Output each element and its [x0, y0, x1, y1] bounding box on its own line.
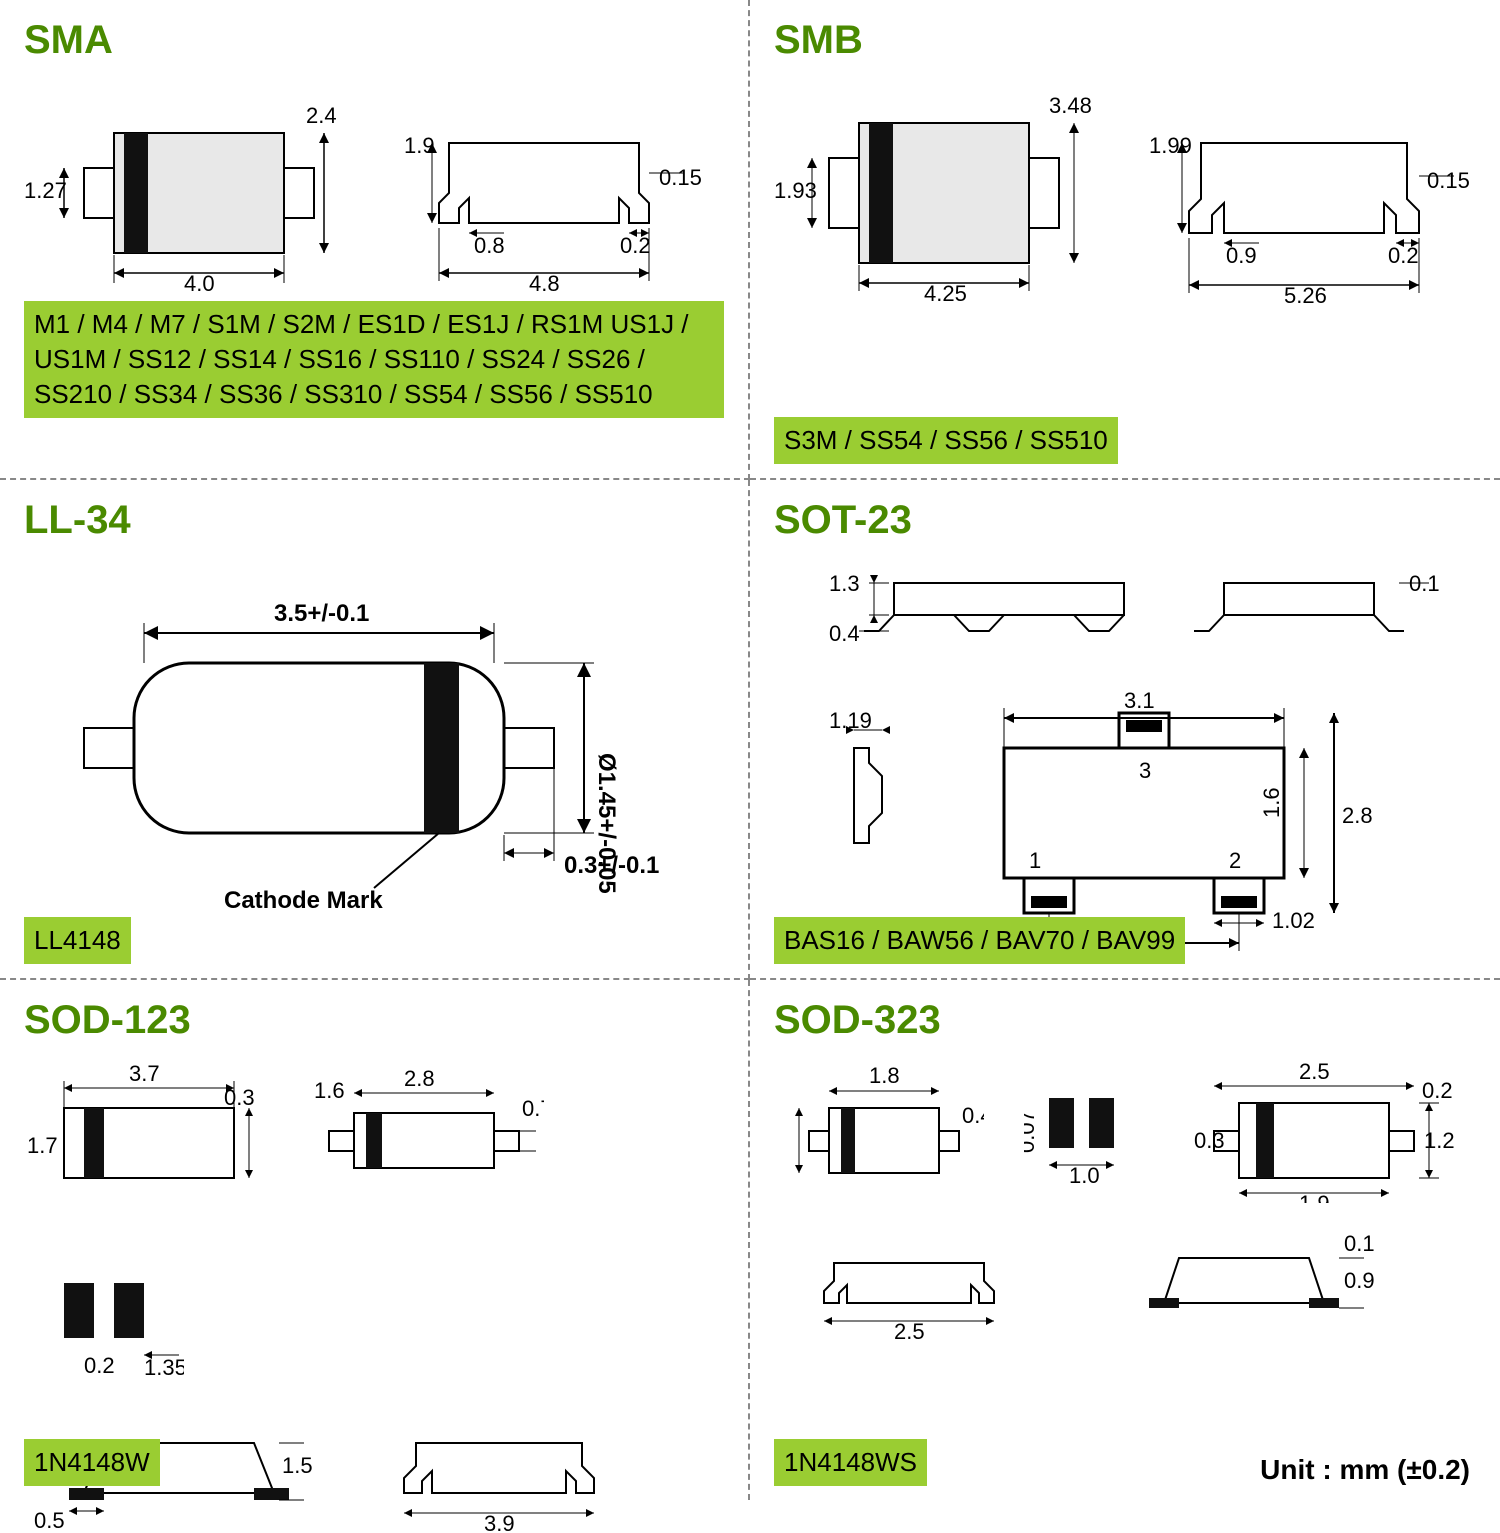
cell-sod323: SOD-323 1.8 1.35 0.4 [750, 980, 1500, 1500]
sot-p1: 1 [1029, 848, 1041, 873]
cell-ll34: LL-34 3.5+/-0.1 Ø1.45+/-0.05 [0, 480, 750, 980]
sod323-profileA: 2.5 [774, 1203, 1054, 1343]
dim-sot-padw: 1.02 [1272, 908, 1315, 933]
dim-smb-bh: 3.48 [1049, 93, 1092, 118]
unit-note: Unit : mm (±0.2) [1260, 1454, 1470, 1486]
dim-sod323-sideover: 2.5 [1299, 1059, 1330, 1084]
sod123-sideB: 3.9 [354, 1393, 644, 1533]
title-sod123: SOD-123 [24, 998, 724, 1043]
dim-sod123-band: 0.3 [224, 1085, 255, 1110]
dim-sod323-padlen: 1.0 [1069, 1163, 1100, 1188]
sod323-pads: 1.0 0.07 [1024, 1053, 1144, 1203]
sod323-body: 1.8 1.35 0.4 [774, 1053, 984, 1203]
cell-sod123: SOD-123 3.7 1.7 0.3 [0, 980, 750, 1500]
dim-sod323-band: 0.3 [1194, 1128, 1225, 1153]
dim-sod323-leadt: 0.4 [962, 1103, 984, 1128]
dim-sot-bodyw: 3.1 [1124, 688, 1155, 713]
parts-sma: M1 / M4 / M7 / S1M / S2M / ES1D / ES1J /… [24, 301, 724, 418]
dim-sod323-proflen: 2.5 [894, 1319, 925, 1343]
dim-sot-innerh: 1.6 [1259, 787, 1284, 818]
dim-sma-flange: 0.15 [659, 165, 702, 190]
drawings-sma: 4.0 1.27 2.4 1.9 0.1 [24, 73, 724, 293]
dim-sod123-bh: 1.7 [27, 1133, 58, 1158]
cell-smb: SMB 4.25 1.93 [750, 0, 1500, 480]
dim-sod123-padgap: 0.2 [84, 1353, 115, 1378]
dim-sod123-overlen: 3.7 [129, 1061, 160, 1086]
dim-sma-len: 4.0 [184, 271, 215, 293]
drawings-sod323: 1.8 1.35 0.4 1.0 0.07 [774, 1053, 1476, 1203]
smb-side-view: 1.99 0.15 0.2 0.9 5.26 [1134, 73, 1474, 303]
dim-sod123-padlen: 1.35 [144, 1355, 184, 1380]
drawings-sod323-b: 2.5 0.9 0.1 [774, 1203, 1476, 1343]
dim-sma-sideh: 1.9 [404, 133, 435, 158]
dim-smb-sideh: 1.99 [1149, 133, 1192, 158]
dim-sot-toph: 1.3 [829, 571, 860, 596]
cell-sma: SMA 4.0 1.27 [0, 0, 750, 480]
dim-sot-bodyh: 2.8 [1342, 803, 1373, 828]
parts-ll34: LL4148 [24, 917, 131, 964]
dim-sod123-innerh: 0.7 [522, 1096, 544, 1121]
dim-sod323-flange: 0.2 [1422, 1078, 1453, 1103]
dim-sod123-toph: 1.6 [314, 1078, 345, 1103]
dim-sma-sidew: 4.8 [529, 271, 560, 293]
dim-smb-len: 4.25 [924, 281, 967, 303]
title-sot23: SOT-23 [774, 498, 1476, 543]
title-ll34: LL-34 [24, 498, 724, 543]
dim-sma-leadt: 0.2 [620, 233, 651, 258]
dim-smb-sidew: 5.26 [1284, 283, 1327, 303]
dim-sma-bh: 2.4 [306, 103, 337, 128]
dim-sma-leadw: 1.27 [24, 178, 67, 203]
dim-smb-leadw: 1.93 [774, 178, 817, 203]
title-sod323: SOD-323 [774, 998, 1476, 1043]
dim-sot-topgap: 0.4 [829, 621, 860, 646]
drawings-sod123: 3.7 1.7 0.3 2.8 0.7 [24, 1053, 724, 1393]
dim-sod323-padt: 0.07 [1024, 1110, 1039, 1153]
parts-smb: S3M / SS54 / SS56 / SS510 [774, 417, 1118, 464]
ll34-cathode-label: Cathode Mark [224, 887, 383, 913]
sot23-profile: 1.3 0.4 0.1 [774, 553, 1454, 663]
parts-sot23: BAS16 / BAW56 / BAV70 / BAV99 [774, 917, 1185, 964]
dim-sod123-sidelen: 3.9 [484, 1511, 515, 1533]
sod123-inner: 2.8 0.7 1.6 [304, 1053, 544, 1203]
dim-sod123-sideh: 1.5 [282, 1453, 313, 1478]
dim-sod323-profgap: 0.1 [1344, 1231, 1375, 1256]
sod123-pads: 1.35 0.2 [24, 1243, 184, 1393]
dim-sod323-profh: 0.9 [1344, 1268, 1375, 1293]
sot-p3: 3 [1139, 758, 1151, 783]
dim-sod123-leadx: 0.5 [34, 1508, 65, 1533]
dim-smb-flange: 0.15 [1427, 168, 1470, 193]
dim-smb-gap: 0.9 [1226, 243, 1257, 268]
dim-ll34-lead: 0.3+/-0.1 [564, 852, 659, 879]
ll34-drawing: 3.5+/-0.1 Ø1.45+/-0.05 0.3+/-0.1 Cathode… [24, 553, 664, 913]
dim-sod323-overlen: 1.8 [869, 1063, 900, 1088]
smb-top-view: 4.25 1.93 3.48 [774, 73, 1094, 303]
drawings-smb: 4.25 1.93 3.48 1.99 0.15 [774, 73, 1476, 303]
sod323-profileB: 0.9 0.1 [1094, 1203, 1394, 1343]
sot23-plan: 1.19 3 1 2 3.1 [774, 668, 1454, 958]
dim-sod123-innerlen: 2.8 [404, 1066, 435, 1091]
dim-sod323-sidebody: 1.9 [1299, 1191, 1330, 1203]
parts-sod323: 1N4148WS [774, 1439, 927, 1486]
dim-smb-leadt: 0.2 [1388, 243, 1419, 268]
dim-sma-gap: 0.8 [474, 233, 505, 258]
title-smb: SMB [774, 18, 1476, 63]
cell-sot23: SOT-23 1.3 0.4 0.1 1.19 [750, 480, 1500, 980]
sma-side-view: 1.9 0.15 0.2 0.8 [384, 73, 704, 293]
sod323-big: 2.5 1.9 1.2 0.2 0.3 [1184, 1053, 1454, 1203]
sma-top-view: 4.0 1.27 2.4 [24, 73, 344, 293]
sod123-over: 3.7 1.7 0.3 [24, 1053, 264, 1203]
dim-ll34-len: 3.5+/-0.1 [274, 600, 369, 627]
title-sma: SMA [24, 18, 724, 63]
parts-sod123: 1N4148W [24, 1439, 160, 1486]
sot-p2: 2 [1229, 848, 1241, 873]
